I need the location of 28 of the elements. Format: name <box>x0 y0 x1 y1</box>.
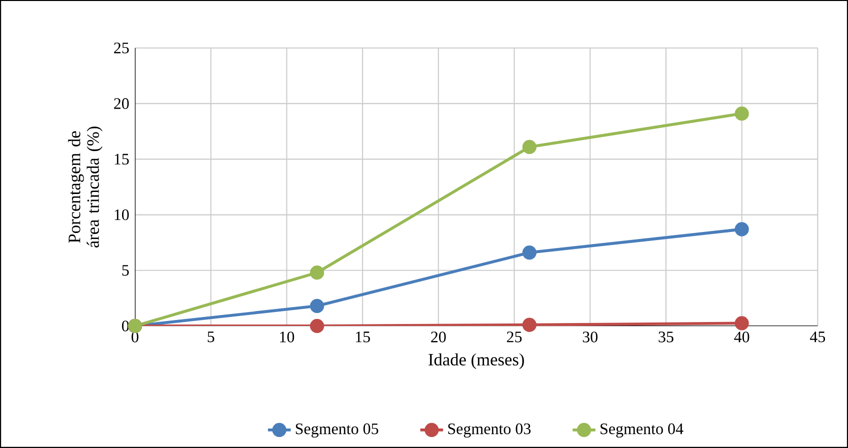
x-tick-label: 35 <box>658 332 674 342</box>
point <box>522 140 537 154</box>
y-axis-title: Porcentagem de área trincada (%) <box>68 126 102 248</box>
x-tick-label: 40 <box>734 332 750 342</box>
point <box>310 266 324 280</box>
point <box>522 246 537 260</box>
point <box>522 318 537 332</box>
y-tick-label: 15 <box>114 154 129 165</box>
x-tick-label: 30 <box>582 332 598 342</box>
legend-label: Segmento 03 <box>448 423 531 438</box>
point <box>310 298 324 314</box>
legend-label: Segmento 04 <box>600 423 684 438</box>
legend-label: Segmento 05 <box>296 423 378 438</box>
x-tick-label: 45 <box>810 332 826 342</box>
point <box>310 318 324 334</box>
x-axis-title: Idade (meses) <box>428 353 524 370</box>
y-tick-label: 25 <box>114 42 129 54</box>
x-tick-label: 15 <box>356 332 370 342</box>
point <box>734 106 749 121</box>
point <box>734 222 749 236</box>
x-tick-label: 20 <box>431 332 446 342</box>
x-tick-label: 25 <box>506 332 522 342</box>
x-tick-label: 5 <box>208 332 214 342</box>
y-tick-label: 20 <box>114 98 129 109</box>
x-tick-label: 10 <box>280 332 294 342</box>
y-tick-label: 5 <box>122 265 129 276</box>
y-tick-label: 10 <box>114 209 129 220</box>
point <box>734 316 749 330</box>
